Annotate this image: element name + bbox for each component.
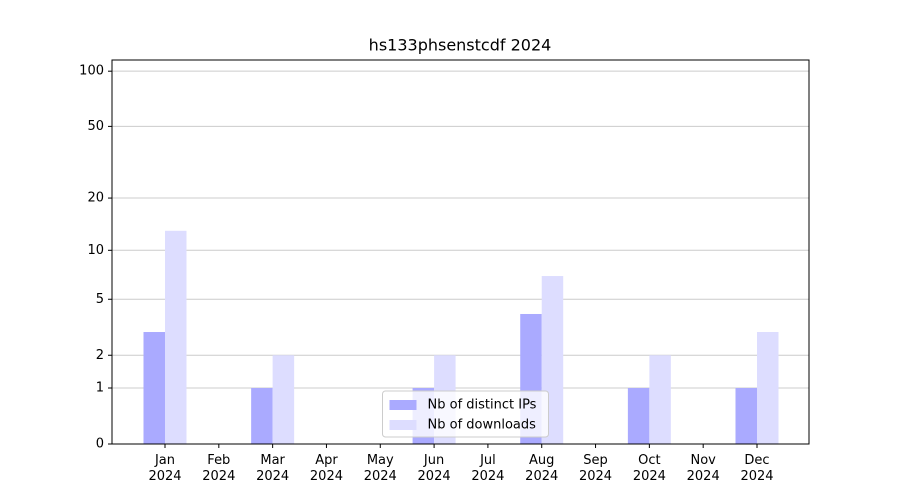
y-tick-label: 10 bbox=[87, 243, 104, 258]
x-tick-label: Sep 2024 bbox=[578, 453, 613, 484]
legend-label: Nb of downloads bbox=[428, 418, 537, 433]
x-tick-label: Jan 2024 bbox=[148, 453, 182, 484]
bar bbox=[627, 388, 650, 444]
x-tick-label: Nov 2024 bbox=[686, 453, 720, 484]
x-tick-label: Jul 2024 bbox=[471, 453, 505, 484]
bar bbox=[272, 355, 295, 444]
plot-frame bbox=[111, 59, 810, 445]
y-tick-label: 1 bbox=[96, 381, 104, 396]
bar bbox=[251, 388, 273, 444]
y-tick-label: 100 bbox=[79, 64, 104, 79]
y-tick-label: 20 bbox=[87, 191, 104, 206]
bar bbox=[143, 332, 165, 444]
x-tick-label: Jun 2024 bbox=[417, 453, 451, 484]
y-tick-label: 0 bbox=[96, 437, 104, 452]
x-tick-label: Mar 2024 bbox=[256, 453, 290, 484]
y-tick-label: 5 bbox=[96, 292, 104, 307]
chart-title: hs133phsenstcdf 2024 bbox=[369, 36, 552, 55]
bar bbox=[735, 388, 757, 444]
x-tick-label: Dec 2024 bbox=[740, 453, 774, 484]
legend-swatch bbox=[389, 420, 417, 430]
x-tick-label: Oct 2024 bbox=[632, 453, 666, 484]
y-tick-label: 2 bbox=[96, 348, 104, 363]
bar bbox=[757, 332, 779, 444]
x-tick-label: Aug 2024 bbox=[525, 453, 559, 484]
x-tick-label: Apr 2024 bbox=[309, 453, 343, 484]
x-tick-label: Feb 2024 bbox=[202, 453, 236, 484]
legend: Nb of distinct IPs Nb of downloads bbox=[382, 390, 549, 438]
bar bbox=[649, 355, 671, 444]
legend-swatch bbox=[389, 400, 417, 410]
y-tick-label: 50 bbox=[87, 119, 104, 134]
x-tick-label: May 2024 bbox=[363, 453, 397, 484]
legend-label: Nb of distinct IPs bbox=[428, 398, 537, 413]
bar bbox=[165, 230, 187, 444]
legend-box bbox=[382, 390, 549, 438]
